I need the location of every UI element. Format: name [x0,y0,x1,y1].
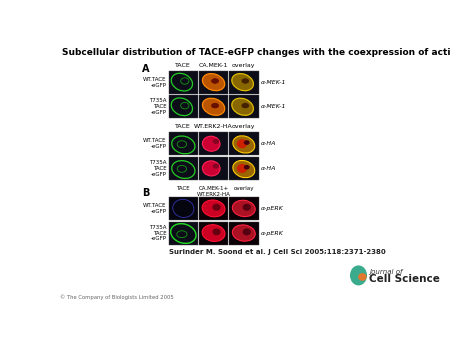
Text: WT.TACE
-eGFP: WT.TACE -eGFP [143,77,166,88]
Ellipse shape [237,164,247,173]
Text: overlay: overlay [234,186,254,191]
Bar [199,197,228,220]
Ellipse shape [202,98,225,115]
Text: T735A
TACE
-eGFP: T735A TACE -eGFP [149,98,166,115]
Text: WT.ERK2-HA: WT.ERK2-HA [194,124,233,129]
Bar [229,221,259,245]
Bar [199,221,228,245]
Ellipse shape [202,136,220,151]
Ellipse shape [213,139,219,144]
Text: WT.TACE
-eGFP: WT.TACE -eGFP [143,138,166,149]
Text: α-MEK-1: α-MEK-1 [261,80,286,84]
Ellipse shape [212,204,220,211]
Ellipse shape [241,78,250,84]
Text: WT.TACE
-eGFP: WT.TACE -eGFP [143,203,166,214]
Ellipse shape [202,225,225,241]
Text: α-pERK: α-pERK [261,206,284,211]
Text: TACE: TACE [176,63,191,68]
Bar [229,197,259,220]
Text: overlay: overlay [232,124,256,129]
Ellipse shape [232,74,253,91]
Bar [229,71,259,94]
Bar [169,95,198,118]
Ellipse shape [233,161,255,178]
Ellipse shape [243,204,251,211]
Text: overlay: overlay [232,63,256,68]
Text: B: B [142,188,149,198]
Text: T735A
TACE
-eGFP: T735A TACE -eGFP [149,160,166,177]
Ellipse shape [233,136,255,153]
Text: α-pERK: α-pERK [261,231,284,236]
Ellipse shape [232,98,253,115]
Bar [169,221,198,245]
Ellipse shape [211,78,220,84]
Text: Subcellular distribution of TACE-eGFP changes with the coexpression of active ER: Subcellular distribution of TACE-eGFP ch… [63,48,450,57]
Text: α-MEK-1: α-MEK-1 [261,104,286,109]
Ellipse shape [202,161,220,176]
Text: CA.MEK-1: CA.MEK-1 [199,63,228,68]
Text: Cell Science: Cell Science [369,274,440,284]
Text: Journal of: Journal of [369,269,403,274]
Ellipse shape [244,165,250,170]
Ellipse shape [350,265,367,285]
Text: TACE: TACE [176,124,191,129]
Bar [169,157,198,180]
Text: A: A [142,65,149,74]
Bar [199,95,228,118]
Ellipse shape [202,74,225,91]
Ellipse shape [211,102,220,109]
Bar [229,157,259,180]
Ellipse shape [241,102,250,109]
Text: CA.MEK-1+
WT.ERK2-HA: CA.MEK-1+ WT.ERK2-HA [197,186,230,197]
Ellipse shape [213,164,219,169]
Bar [169,71,198,94]
Ellipse shape [232,225,255,241]
Ellipse shape [237,139,247,148]
Bar [199,132,228,155]
Text: © The Company of Biologists Limited 2005: © The Company of Biologists Limited 2005 [60,295,174,300]
Ellipse shape [358,273,367,281]
Bar [169,132,198,155]
Ellipse shape [243,228,251,235]
Text: TACE: TACE [176,186,190,191]
Ellipse shape [232,200,255,217]
Ellipse shape [244,140,250,145]
Bar [199,157,228,180]
Bar [229,132,259,155]
Text: α-HA: α-HA [261,141,276,146]
Bar [199,71,228,94]
Bar [169,197,198,220]
Text: Surinder M. Soond et al. J Cell Sci 2005;118:2371-2380: Surinder M. Soond et al. J Cell Sci 2005… [169,249,385,255]
Text: α-HA: α-HA [261,166,276,171]
Ellipse shape [202,200,225,217]
Bar [229,95,259,118]
Ellipse shape [212,228,220,235]
Text: T735A
TACE
-eGFP: T735A TACE -eGFP [149,225,166,241]
